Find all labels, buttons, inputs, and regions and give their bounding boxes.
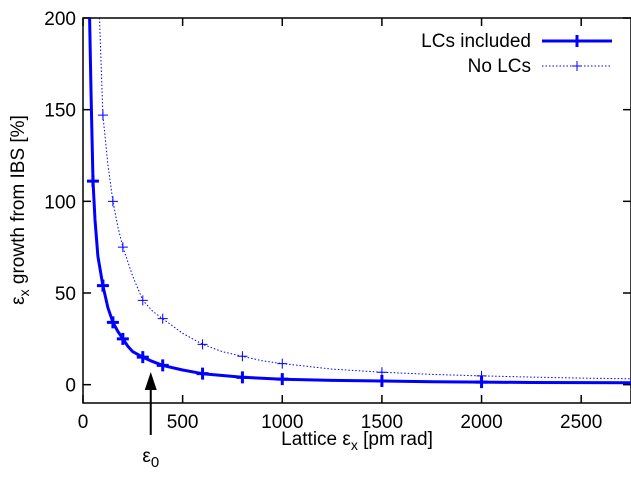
series-marker-lcs-included [236,371,249,384]
x-axis-label: Lattice εx [pm rad] [281,429,433,453]
y-tick-label: 100 [44,192,76,213]
series-marker-no-lcs [137,295,148,306]
legend: LCs included No LCs [421,31,612,77]
plot-frame [82,17,631,404]
series-marker-lcs-included [86,175,99,188]
annotation-label-sub: 0 [151,454,159,471]
legend-marker-lcs-included [571,35,583,47]
series-marker-lcs-included [156,359,169,372]
series-marker-no-lcs [107,196,118,207]
legend-marker-no-lcs [572,61,582,71]
series-marker-lcs-included [96,279,109,292]
series-marker-lcs-included [196,367,209,380]
x-tick-label: 1500 [361,412,403,433]
series-line-lcs-included [88,18,631,385]
legend-label-lcs-included: LCs included [421,31,531,52]
series-marker-no-lcs [97,110,108,121]
series-line-no-lcs [99,18,631,380]
y-axis-label: εx growth from IBS [%] [8,115,32,305]
y-tick-label: 0 [65,376,76,397]
series-marker-no-lcs [157,313,168,324]
x-tick-label: 2500 [560,412,602,433]
annotation-label-main: ε [142,446,151,467]
axis-ticks [82,17,631,403]
x-axis-label-main: Lattice ε [281,429,351,450]
annotation-label: ε0 [142,446,159,471]
y-axis-label-tail: growth from IBS [%] [8,115,29,289]
x-tick-label: 2000 [460,412,502,433]
series-marker-lcs-included [116,332,129,345]
epsilon0-annotation: ε0 [142,372,159,471]
x-tick-label: 0 [78,412,89,433]
y-axis-label-main: ε [8,296,29,305]
x-tick-label: 500 [167,412,199,433]
series-marker-no-lcs [476,370,487,381]
series-marker-lcs-included [136,351,149,364]
x-axis-label-sub: x [351,437,358,453]
series-marker-lcs-included [106,316,119,329]
series-marker-lcs-included [276,373,289,386]
y-tick-label: 150 [44,101,76,122]
annotation-arrowhead [144,372,157,390]
series-layer [86,18,631,389]
series-marker-no-lcs [197,339,208,350]
tick-labels: 0 500 1000 1500 2000 2500 0 50 100 150 200 [44,9,602,433]
series-marker-no-lcs [376,367,387,378]
y-tick-label: 50 [55,284,76,305]
series-marker-no-lcs [277,358,288,369]
y-axis-label-sub: x [16,289,32,296]
series-marker-no-lcs [117,242,128,253]
x-tick-label: 1000 [261,412,303,433]
y-tick-label: 200 [44,9,76,30]
legend-label-no-lcs: No LCs [468,56,531,77]
x-axis-label-tail: [pm rad] [358,429,433,450]
series-marker-no-lcs [237,351,248,362]
